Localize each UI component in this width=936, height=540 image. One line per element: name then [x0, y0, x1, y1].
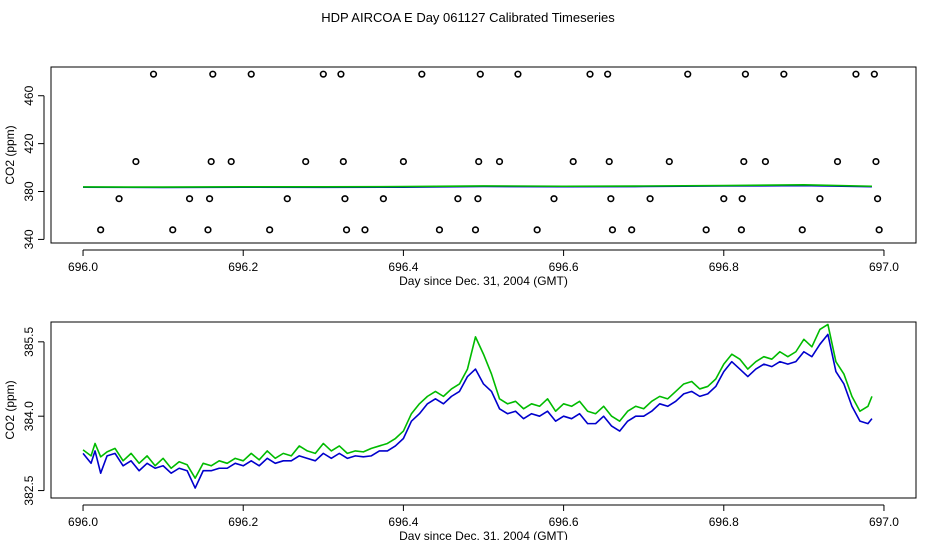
- calibration-point-marker: [608, 226, 617, 234]
- x-tick-label: 696.6: [549, 260, 579, 274]
- calibration-point-marker: [720, 195, 728, 203]
- x-tick-label: 696.2: [228, 260, 258, 274]
- x-tick-label: 696.0: [68, 260, 98, 274]
- calibration-point-marker: [339, 157, 347, 166]
- calibration-point-marker: [342, 226, 351, 234]
- x-tick-label: 696.6: [549, 515, 579, 529]
- calibration-point-marker: [605, 157, 613, 166]
- calibration-point-marker: [204, 226, 212, 234]
- calibration-point-marker: [475, 157, 483, 166]
- calibration-point-marker: [741, 70, 750, 78]
- y-axis-label: CO2 (ppm): [3, 380, 17, 439]
- y-tick-label: 340: [22, 229, 36, 249]
- calibration-point-marker: [833, 157, 842, 166]
- calibration-point-marker: [341, 195, 349, 203]
- calibration-point-marker: [476, 70, 484, 78]
- calibration-point-marker: [852, 70, 860, 78]
- calibration-point-marker: [399, 157, 408, 166]
- calibration-point-marker: [816, 195, 824, 203]
- calibration-point-marker: [169, 226, 177, 234]
- x-tick-label: 696.4: [388, 260, 418, 274]
- calibration-point-marker: [361, 226, 369, 234]
- calibration-point-marker: [319, 70, 327, 78]
- calibration-point-marker: [97, 226, 105, 234]
- calibration-point-marker: [227, 157, 235, 166]
- x-tick-label: 696.8: [709, 515, 739, 529]
- calibration-point-marker: [247, 70, 255, 78]
- x-tick-label: 696.0: [68, 515, 98, 529]
- bottom-panel: 696.0 696.2 696.4 696.6 696.8 697.0 Day since …: [3, 321, 917, 540]
- calibration-point-marker: [873, 195, 882, 203]
- co2-series-green-line: [82, 323, 873, 479]
- figure-title: HDP AIRCOA E Day 061127 Calibrated Times…: [321, 10, 615, 25]
- calibration-point-marker: [149, 70, 158, 78]
- calibration-point-marker: [798, 226, 806, 234]
- calibration-point-marker: [132, 157, 140, 166]
- calibration-point-marker: [738, 195, 746, 203]
- calibration-point-marker: [115, 195, 123, 203]
- calibration-point-marker: [740, 157, 748, 166]
- plot-frame: [50, 321, 917, 499]
- calibration-point-marker: [872, 157, 880, 166]
- calibration-point-marker: [586, 70, 594, 78]
- calibration-point-marker: [207, 157, 215, 166]
- top-panel: 696.0 696.2 696.4 696.6 696.8 697.0 Day since …: [3, 66, 917, 288]
- calibration-point-marker: [185, 195, 194, 203]
- calibration-point-marker: [514, 70, 522, 78]
- y-tick-label: 384.0: [22, 401, 36, 431]
- calibration-point-marker: [435, 226, 444, 234]
- calibration-point-marker: [569, 157, 577, 166]
- calibration-point-marker: [737, 226, 745, 234]
- x-tick-label: 696.2: [228, 515, 258, 529]
- co2-series-blue-line: [82, 333, 873, 489]
- calibration-point-marker: [495, 157, 504, 166]
- calibration-point-marker: [209, 70, 217, 78]
- calibration-point-marker: [474, 195, 482, 203]
- calibration-point-marker: [205, 195, 214, 203]
- x-axis-label: Day since Dec. 31, 2004 (GMT): [399, 274, 568, 288]
- x-axis-label: Day since Dec. 31, 2004 (GMT): [399, 529, 568, 540]
- x-tick-label: 696.4: [388, 515, 418, 529]
- y-tick-label: 460: [22, 85, 36, 105]
- calibration-point-marker: [418, 70, 426, 78]
- calibration-point-marker: [665, 157, 673, 166]
- calibration-point-marker: [780, 70, 788, 78]
- calibration-point-marker: [283, 195, 291, 203]
- x-tick-label: 697.0: [869, 260, 899, 274]
- co2-series-green-line: [83, 184, 872, 188]
- calibration-point-marker: [628, 226, 636, 234]
- plot-frame: [50, 66, 917, 244]
- calibration-point-marker: [533, 226, 541, 234]
- calibration-point-marker: [337, 70, 345, 78]
- calibration-point-marker: [302, 157, 310, 166]
- calibration-point-marker: [702, 226, 710, 234]
- y-tick-label: 420: [22, 133, 36, 153]
- y-axis-label: CO2 (ppm): [3, 125, 17, 184]
- calibration-point-marker: [607, 195, 615, 203]
- y-tick-label: 385.5: [22, 326, 36, 356]
- calibration-point-marker: [454, 195, 462, 203]
- y-tick-label: 380: [22, 181, 36, 201]
- x-tick-label: 696.8: [709, 260, 739, 274]
- calibration-point-marker: [379, 195, 387, 203]
- calibration-point-marker: [870, 70, 878, 78]
- calibration-point-marker: [471, 226, 480, 234]
- calibration-point-marker: [684, 70, 692, 78]
- calibration-point-marker: [266, 226, 274, 234]
- calibration-point-marker: [646, 195, 654, 203]
- calibration-point-marker: [604, 70, 612, 78]
- calibration-point-marker: [761, 157, 770, 166]
- x-tick-label: 697.0: [869, 515, 899, 529]
- calibration-point-marker: [875, 226, 883, 234]
- calibration-point-marker: [550, 195, 558, 203]
- y-tick-label: 382.5: [22, 475, 36, 505]
